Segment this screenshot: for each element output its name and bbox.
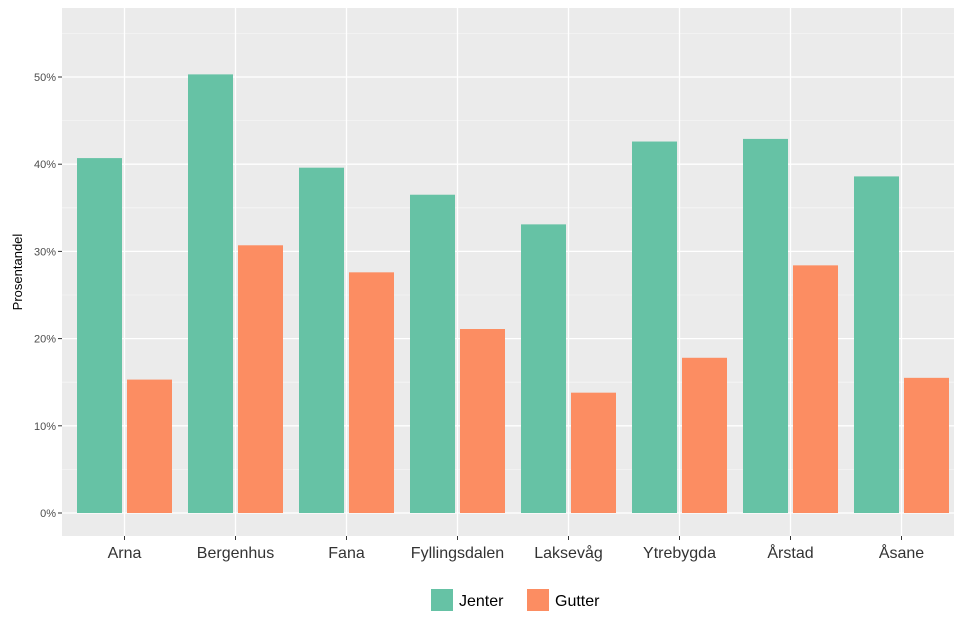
bar-jenter-ytrebygda: [632, 141, 677, 513]
x-tick-label: Fyllingsdalen: [411, 545, 504, 562]
y-axis-ticks: 0% 10% 20% 30% 40% 50%: [34, 72, 62, 520]
legend-key-jenter: [431, 589, 453, 611]
y-tick-label: 20%: [34, 334, 56, 346]
x-tick-label: Årstad: [767, 543, 813, 562]
bar-gutter-åsane: [904, 377, 949, 513]
bar-gutter-ytrebygda: [682, 357, 727, 513]
legend: Jenter Gutter: [431, 589, 600, 611]
y-tick-label: 40%: [34, 159, 56, 171]
bar-gutter-arna: [127, 379, 172, 513]
bar-gutter-årstad: [793, 265, 838, 513]
legend-key-gutter: [527, 589, 549, 611]
bar-jenter-årstad: [743, 138, 788, 514]
x-tick-label: Fana: [328, 545, 365, 562]
bar-gutter-laksevåg: [571, 392, 616, 513]
bar-jenter-arna: [77, 158, 122, 513]
bar-gutter-fyllingsdalen: [460, 329, 505, 513]
bar-gutter-fana: [349, 272, 394, 513]
bar-jenter-åsane: [854, 176, 899, 513]
x-tick-label: Arna: [108, 545, 142, 562]
legend-label-jenter: Jenter: [459, 593, 504, 610]
x-tick-label: Ytrebygda: [643, 545, 716, 562]
y-tick-label: 0%: [40, 508, 56, 520]
y-tick-label: 30%: [34, 246, 56, 258]
bar-jenter-bergenhus: [188, 74, 233, 513]
bar-jenter-fana: [299, 167, 344, 514]
y-tick-label: 50%: [34, 72, 56, 84]
x-tick-label: Bergenhus: [197, 545, 274, 562]
bars: [77, 74, 949, 514]
x-axis-ticks: Arna Bergenhus Fana Fyllingsdalen Laksevåg Yt…: [108, 536, 924, 562]
bar-gutter-bergenhus: [238, 245, 283, 513]
legend-label-gutter: Gutter: [555, 593, 600, 610]
y-tick-label: 10%: [34, 421, 56, 433]
x-tick-label: Laksevåg: [534, 544, 603, 562]
x-tick-label: Åsane: [879, 543, 924, 562]
y-axis-title: Prosentandel: [10, 234, 25, 311]
bar-jenter-laksevåg: [521, 224, 566, 514]
bar-jenter-fyllingsdalen: [410, 194, 455, 513]
